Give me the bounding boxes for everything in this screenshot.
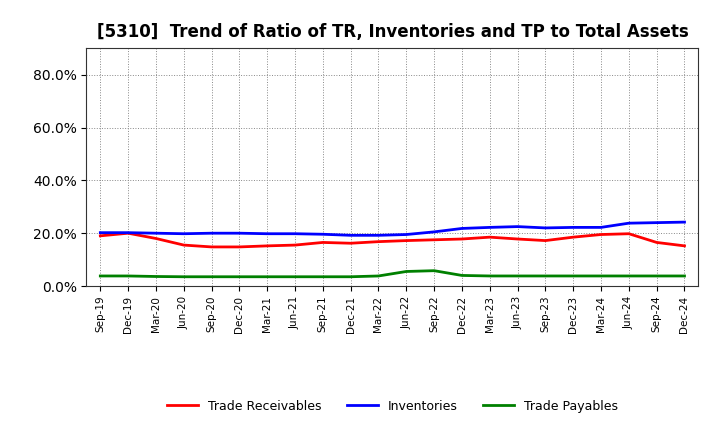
Line: Trade Payables: Trade Payables (100, 271, 685, 277)
Inventories (96, 230, 104, 235)
Trade Receivables (207, 244, 216, 249)
Inventories (624, 220, 633, 226)
Trade Payables (263, 274, 271, 279)
Trade Payables (624, 273, 633, 279)
Inventories (430, 229, 438, 235)
Inventories (124, 230, 132, 235)
Inventories (235, 231, 243, 236)
Trade Receivables (402, 238, 410, 243)
Inventories (569, 225, 577, 230)
Inventories (513, 224, 522, 229)
Inventories (541, 225, 550, 231)
Trade Receivables (680, 243, 689, 249)
Trade Payables (318, 274, 327, 279)
Trade Receivables (430, 237, 438, 242)
Trade Receivables (96, 233, 104, 238)
Trade Payables (402, 269, 410, 274)
Trade Payables (485, 273, 494, 279)
Trade Receivables (485, 235, 494, 240)
Trade Payables (513, 273, 522, 279)
Trade Payables (291, 274, 300, 279)
Trade Payables (235, 274, 243, 279)
Inventories (291, 231, 300, 236)
Inventories (346, 233, 355, 238)
Inventories (458, 226, 467, 231)
Inventories (318, 231, 327, 237)
Inventories (152, 231, 161, 236)
Trade Payables (541, 273, 550, 279)
Trade Receivables (513, 236, 522, 242)
Line: Inventories: Inventories (100, 222, 685, 235)
Trade Payables (374, 273, 383, 279)
Inventories (207, 231, 216, 236)
Trade Receivables (569, 235, 577, 240)
Trade Payables (124, 273, 132, 279)
Trade Payables (152, 274, 161, 279)
Trade Payables (96, 273, 104, 279)
Trade Receivables (124, 231, 132, 236)
Trade Receivables (541, 238, 550, 243)
Trade Receivables (179, 242, 188, 248)
Inventories (263, 231, 271, 236)
Trade Payables (207, 274, 216, 279)
Trade Receivables (624, 231, 633, 236)
Legend: Trade Receivables, Inventories, Trade Payables: Trade Receivables, Inventories, Trade Pa… (162, 395, 623, 418)
Trade Receivables (152, 236, 161, 241)
Trade Payables (597, 273, 606, 279)
Inventories (179, 231, 188, 236)
Trade Receivables (235, 244, 243, 249)
Trade Payables (680, 273, 689, 279)
Trade Receivables (374, 239, 383, 244)
Trade Payables (346, 274, 355, 279)
Inventories (597, 225, 606, 230)
Inventories (680, 220, 689, 225)
Inventories (374, 233, 383, 238)
Line: Trade Receivables: Trade Receivables (100, 233, 685, 247)
Inventories (402, 232, 410, 237)
Trade Payables (179, 274, 188, 279)
Inventories (485, 225, 494, 230)
Trade Receivables (291, 242, 300, 248)
Trade Receivables (318, 240, 327, 245)
Trade Receivables (346, 241, 355, 246)
Inventories (652, 220, 661, 225)
Trade Receivables (652, 240, 661, 245)
Trade Payables (458, 273, 467, 278)
Trade Payables (430, 268, 438, 273)
Trade Receivables (458, 236, 467, 242)
Trade Receivables (597, 232, 606, 237)
Trade Payables (652, 273, 661, 279)
Title: [5310]  Trend of Ratio of TR, Inventories and TP to Total Assets: [5310] Trend of Ratio of TR, Inventories… (96, 23, 688, 41)
Trade Receivables (263, 243, 271, 249)
Trade Payables (569, 273, 577, 279)
